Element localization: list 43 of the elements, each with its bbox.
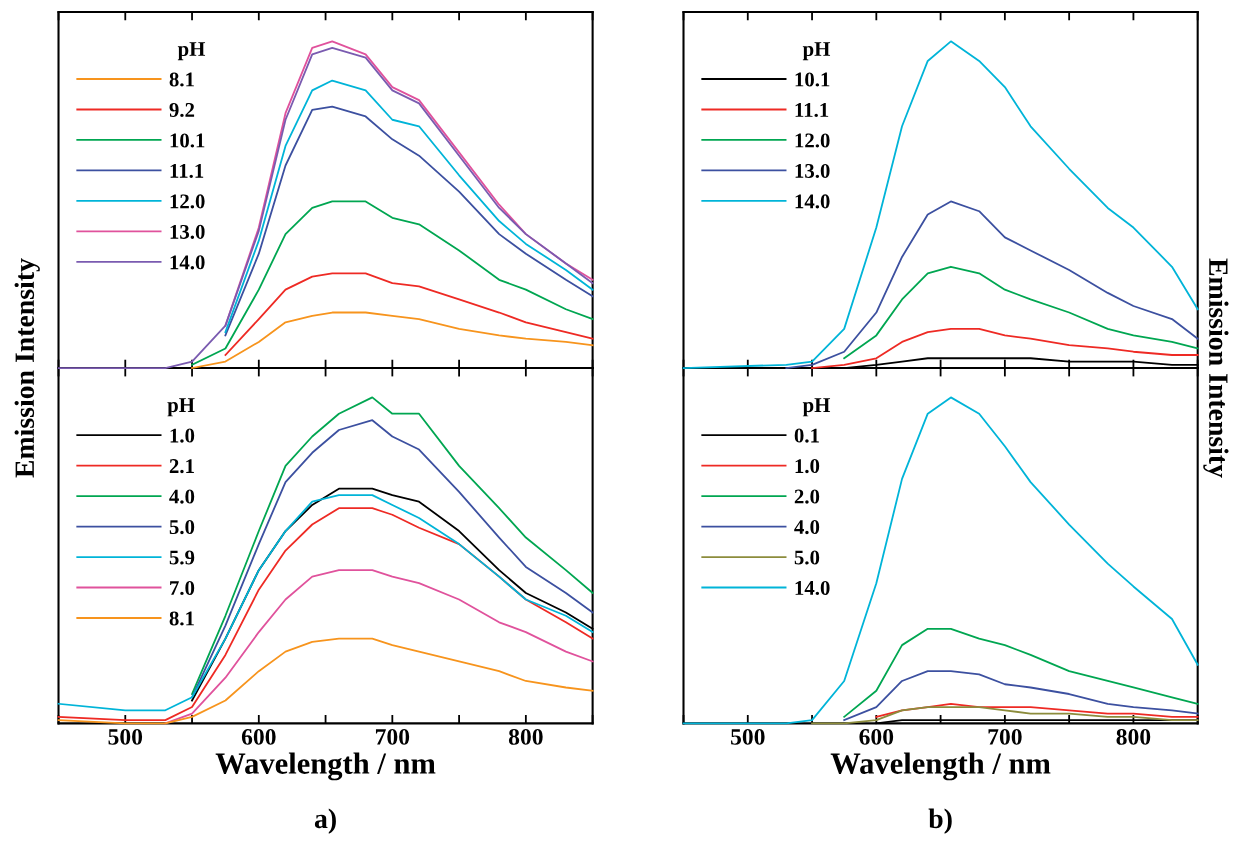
legend-label: 14.0 xyxy=(170,255,205,270)
legend-label: 11.1 xyxy=(170,163,204,179)
x-axis-title: Wavelength / nm xyxy=(830,752,1051,781)
legend-title: pH xyxy=(802,42,831,61)
legend-label: 5.0 xyxy=(169,519,195,535)
text: b) xyxy=(928,808,952,834)
legend-label: 4.0 xyxy=(169,489,195,504)
x-tick-label: 700 xyxy=(988,728,1022,745)
x-axis-title: Wavelength / nm xyxy=(215,752,436,781)
x-tick-label: 600 xyxy=(241,728,276,745)
legend-label: 2.0 xyxy=(794,489,820,504)
x-tick-label: 700 xyxy=(375,728,410,745)
legend-label: 5.0 xyxy=(794,550,820,565)
legend-title: pH xyxy=(177,42,206,61)
legend-label: 9.2 xyxy=(169,102,195,118)
x-tick-label: 500 xyxy=(731,728,765,745)
legend-label: 1.0 xyxy=(795,459,820,474)
y-axis-title: Emission Intensity xyxy=(14,258,40,478)
legend-title: pH xyxy=(802,398,831,417)
text: a) xyxy=(314,808,336,834)
legend-label: 0.1 xyxy=(794,428,819,443)
legend-label: 8.1 xyxy=(169,611,194,626)
legend-label: 5.9 xyxy=(169,550,195,565)
legend-label: 12.0 xyxy=(795,133,830,148)
legend-label: 1.0 xyxy=(170,428,195,443)
legend-label: 13.0 xyxy=(795,163,830,179)
x-tick-label: 800 xyxy=(1116,728,1151,745)
x-tick-label: 600 xyxy=(859,728,894,745)
legend-label: 13.0 xyxy=(170,224,205,239)
legend-label: 10.1 xyxy=(795,72,830,87)
legend-label: 14.0 xyxy=(795,194,830,209)
legend-label: 11.1 xyxy=(795,103,829,118)
legend-label: 8.1 xyxy=(169,72,194,87)
x-tick-label: 800 xyxy=(508,728,543,745)
x-tick-label: 500 xyxy=(108,728,143,745)
legend-label: 12.0 xyxy=(170,194,205,209)
legend-label: 14.0 xyxy=(795,580,830,596)
legend-title: pH xyxy=(167,398,195,417)
legend-label: 2.1 xyxy=(169,459,194,474)
y-axis-title: Emission Intensity xyxy=(1203,258,1229,478)
legend-label: 7.0 xyxy=(170,580,195,596)
legend-label: 4.0 xyxy=(794,519,820,535)
legend-label: 10.1 xyxy=(170,133,205,148)
